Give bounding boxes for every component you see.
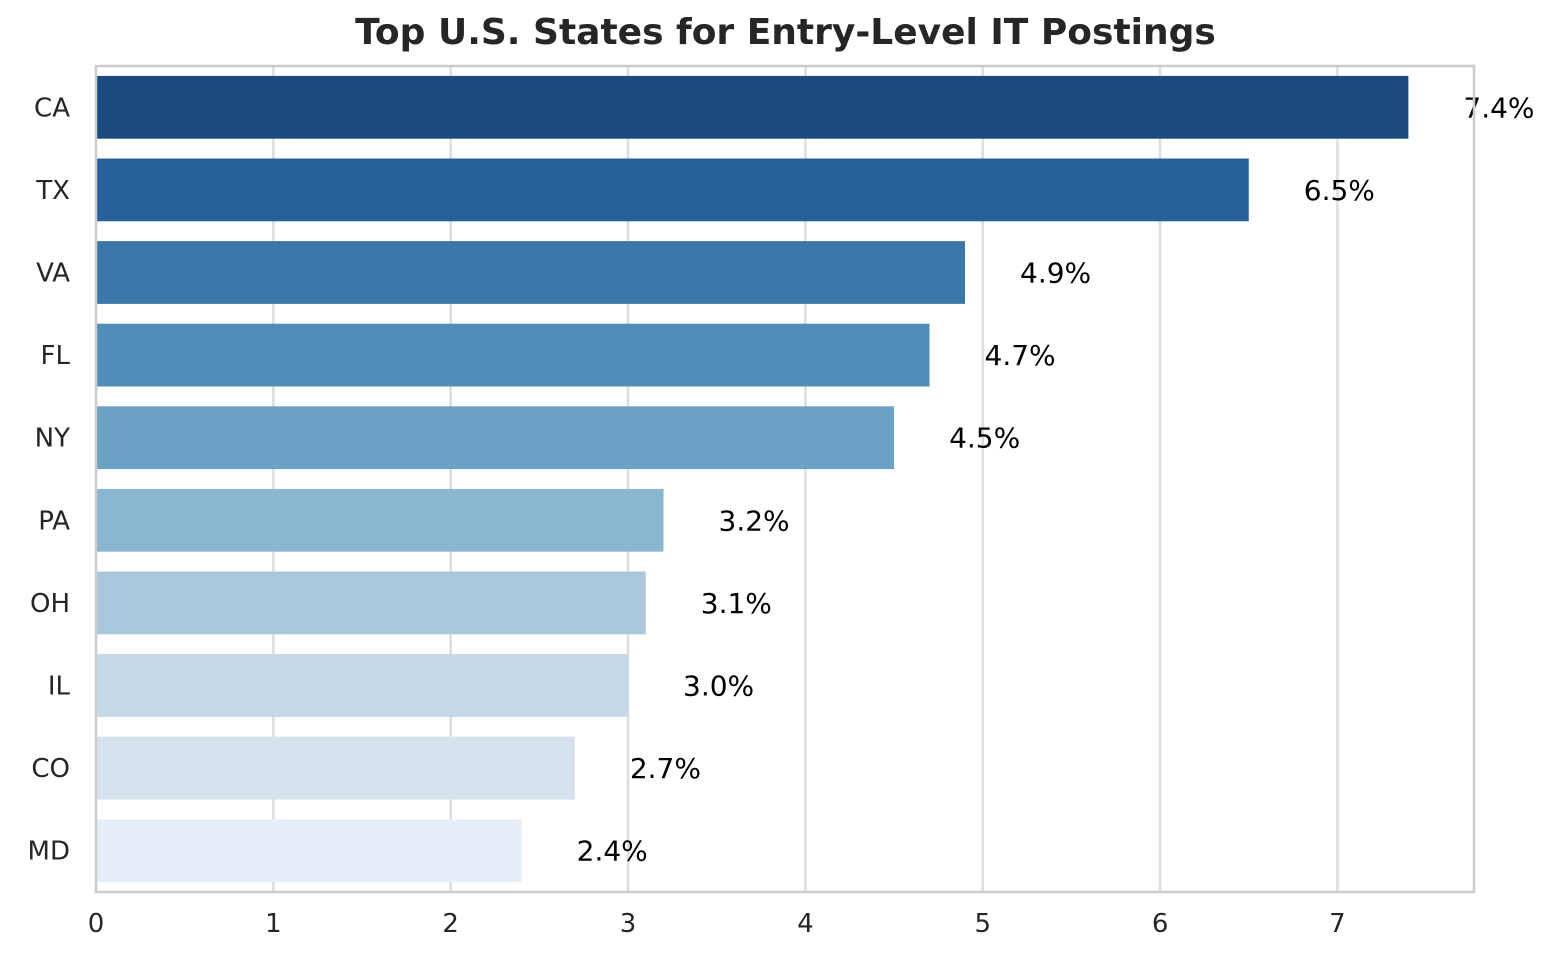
x-tick-label-1: 1 (265, 909, 282, 939)
y-tick-label-fl: FL (41, 341, 71, 371)
data-label-ny: 4.5% (949, 422, 1020, 455)
data-label-md: 2.4% (577, 835, 648, 868)
chart-title: Top U.S. States for Entry-Level IT Posti… (355, 12, 1216, 53)
y-tick-label-md: MD (28, 837, 70, 867)
data-label-fl: 4.7% (985, 339, 1056, 372)
data-label-tx: 6.5% (1304, 174, 1375, 207)
data-label-il: 3.0% (683, 670, 754, 703)
bar-co (96, 736, 575, 800)
y-tick-label-ny: NY (35, 424, 70, 454)
data-labels: 7.4%6.5%4.9%4.7%4.5%3.2%3.1%3.0%2.7%2.4% (577, 91, 1535, 867)
data-label-co: 2.7% (630, 752, 701, 785)
y-tick-label-il: IL (48, 672, 71, 702)
bar-pa (96, 488, 664, 552)
y-tick-label-tx: TX (35, 176, 70, 206)
x-tick-label-3: 3 (620, 909, 637, 939)
x-tick-label-5: 5 (974, 909, 991, 939)
x-tick-label-7: 7 (1329, 909, 1346, 939)
y-tick-label-co: CO (31, 754, 70, 784)
x-tick-label-0: 0 (88, 909, 105, 939)
plot-frame (94, 64, 1476, 894)
x-tick-label-2: 2 (442, 909, 459, 939)
bar-tx (96, 158, 1249, 222)
y-tick-label-va: VA (36, 259, 70, 289)
bar-ca (96, 75, 1409, 139)
bar-oh (96, 571, 646, 635)
x-tick-label-4: 4 (797, 909, 814, 939)
y-tick-label-pa: PA (38, 506, 70, 536)
x-tick-label-6: 6 (1152, 909, 1169, 939)
bar-fl (96, 323, 930, 387)
bar-il (96, 654, 629, 717)
y-tick-label-ca: CA (34, 93, 70, 123)
data-label-pa: 3.2% (719, 504, 790, 537)
x-axis-tick-labels: 0 1 2 3 4 5 6 7 (88, 909, 1346, 939)
y-axis-tick-labels: CA TX VA FL NY PA OH IL CO MD (28, 93, 71, 866)
bar-ny (96, 406, 895, 470)
data-label-va: 4.9% (1020, 257, 1091, 290)
data-label-oh: 3.1% (701, 587, 772, 620)
bar-va (96, 241, 966, 304)
bars (96, 75, 1409, 883)
bar-md (96, 819, 522, 883)
y-tick-label-oh: OH (30, 589, 70, 619)
